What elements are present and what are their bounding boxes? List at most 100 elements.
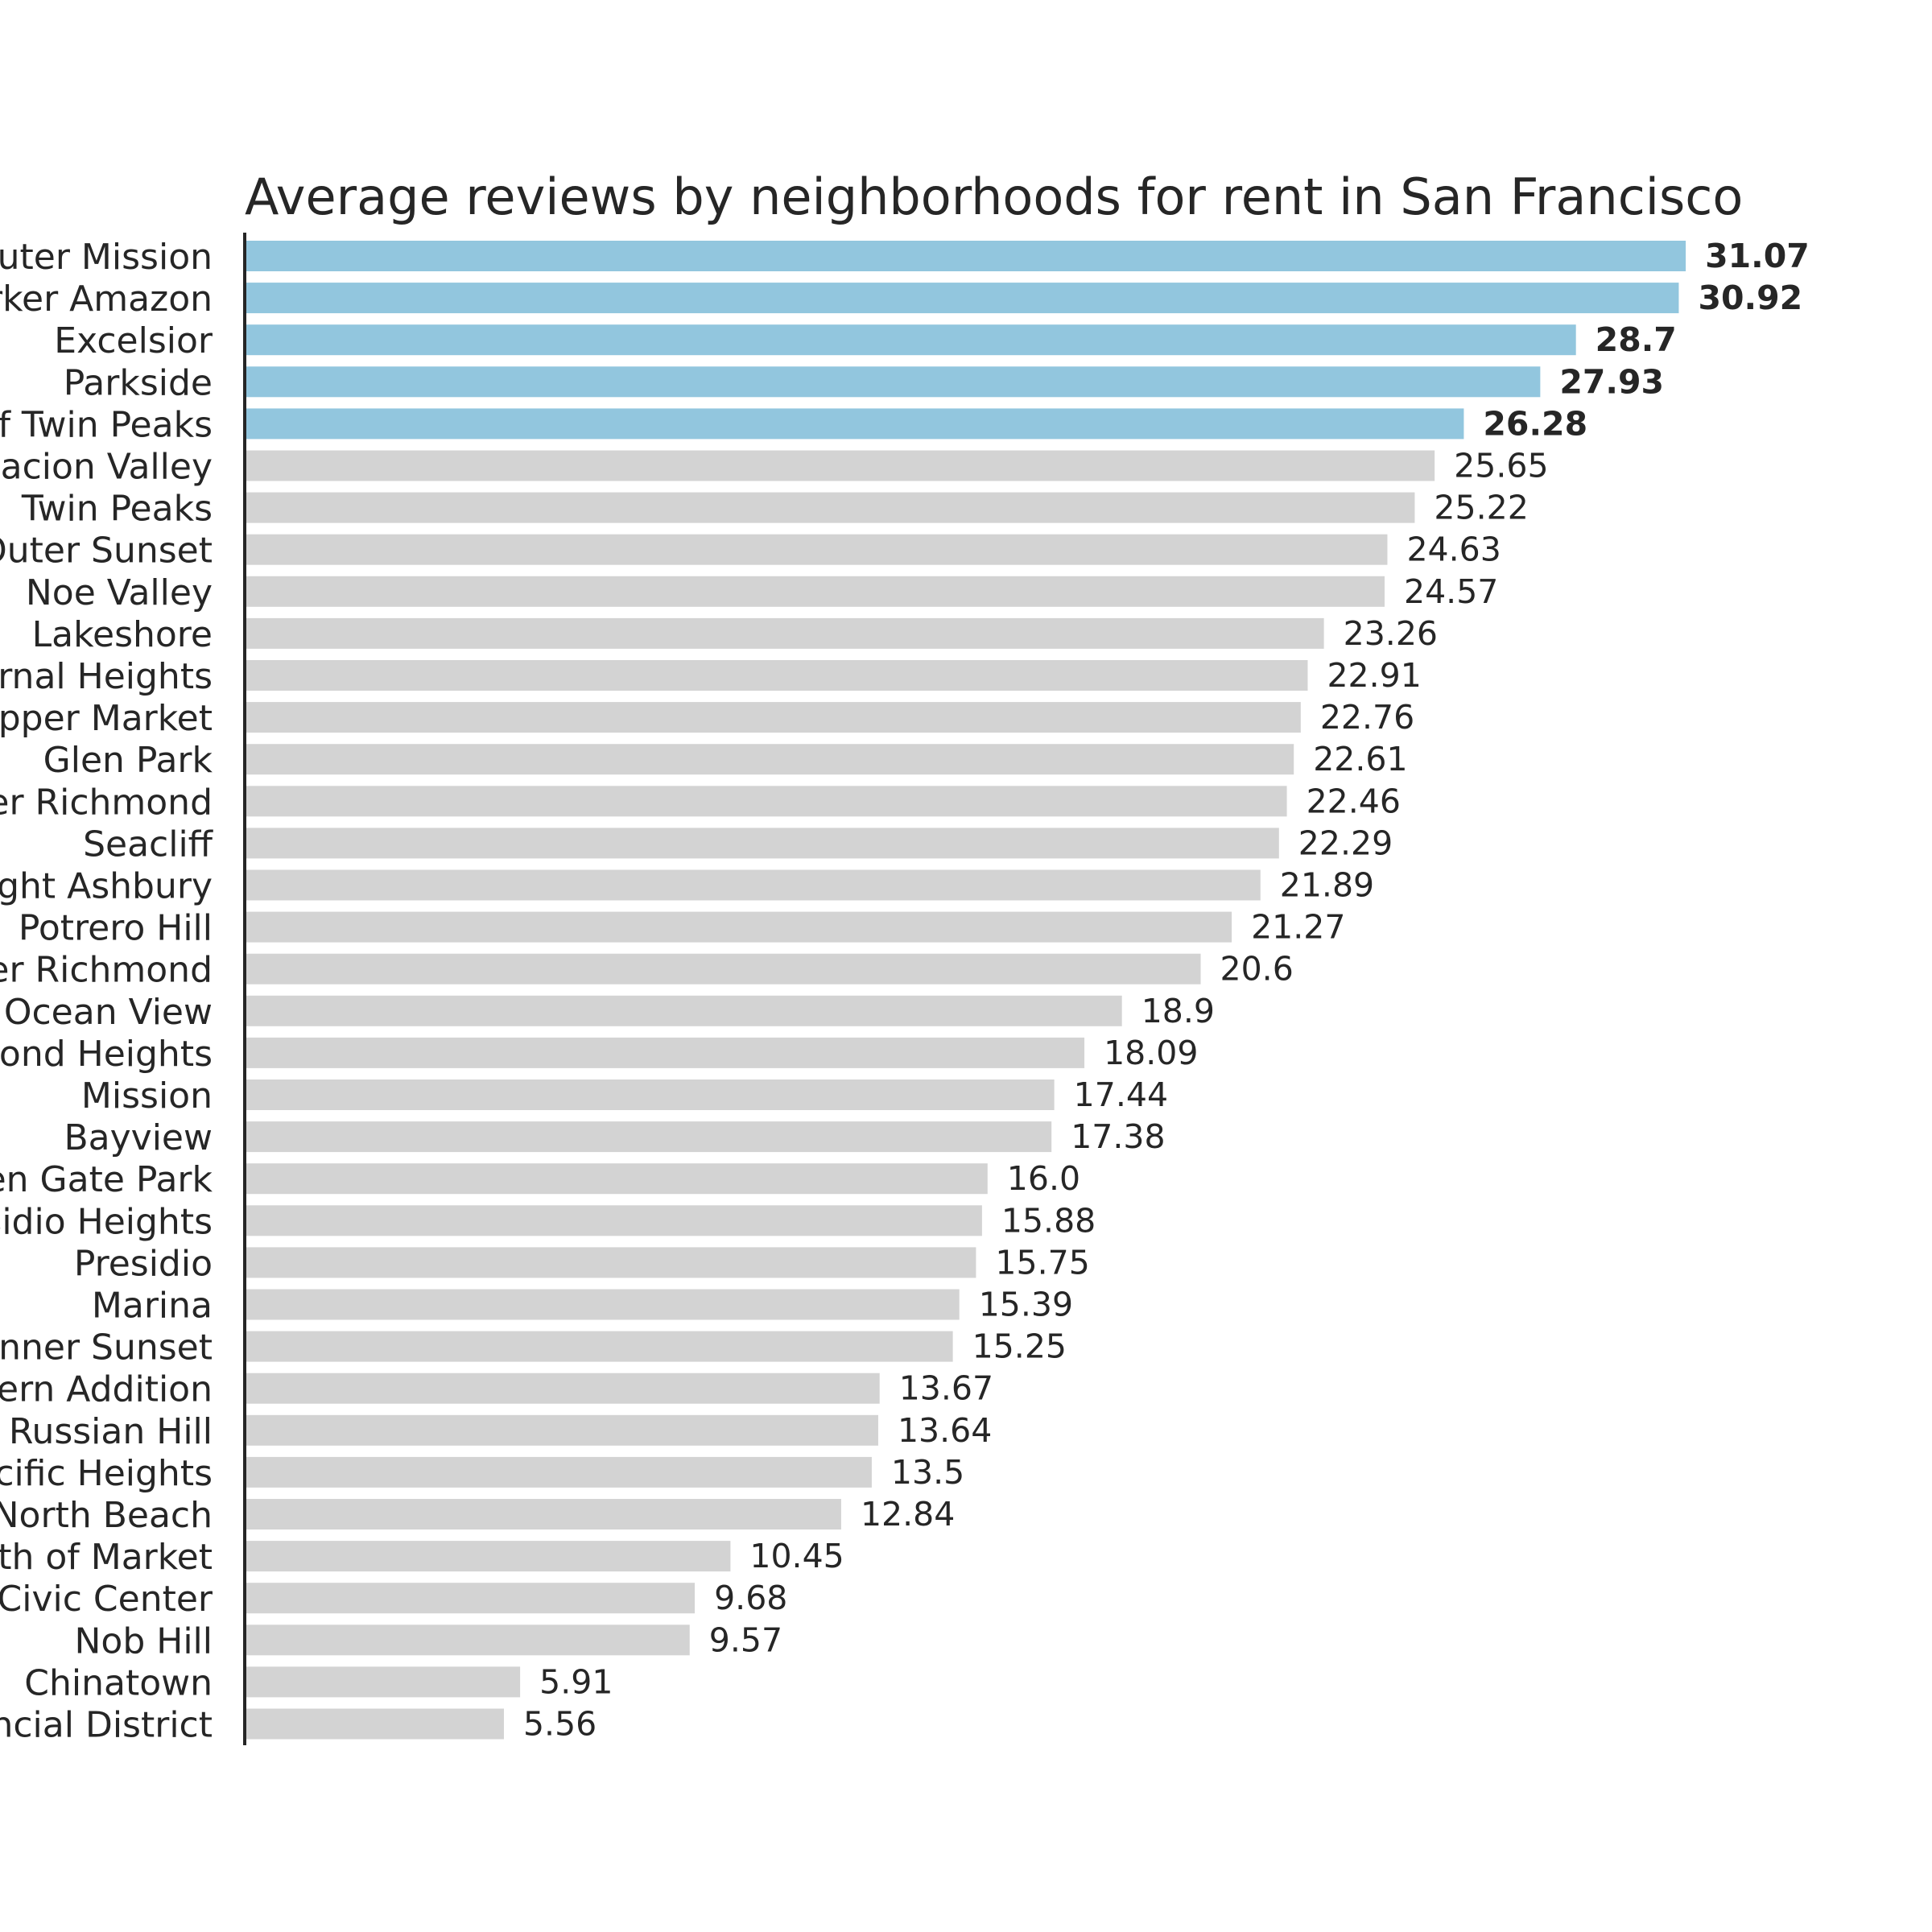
- category-label: Excelsior: [54, 320, 213, 361]
- bar: [246, 1163, 988, 1195]
- value-label: 5.56: [523, 1705, 597, 1744]
- value-label: 25.22: [1434, 489, 1528, 527]
- value-label: 22.91: [1327, 656, 1421, 695]
- category-label: Pacific Heights: [0, 1453, 213, 1494]
- value-label: 18.9: [1141, 992, 1215, 1030]
- category-label: Western Addition: [0, 1369, 213, 1410]
- bar: [246, 492, 1415, 523]
- bar: [246, 1205, 982, 1236]
- value-label: 13.5: [891, 1453, 964, 1492]
- value-label: 16.0: [1007, 1159, 1080, 1198]
- bar: [246, 660, 1308, 691]
- category-label: Chinatown: [24, 1662, 213, 1703]
- bar: [246, 1373, 880, 1404]
- bar: [246, 1331, 953, 1362]
- category-label: Mission: [81, 1075, 213, 1117]
- category-label: Civic Center: [0, 1579, 213, 1620]
- category-label: Financial District: [0, 1705, 213, 1746]
- bar: [246, 1666, 521, 1698]
- bar: [246, 1247, 976, 1278]
- value-label: 24.63: [1406, 530, 1501, 569]
- category-label: Ocean View: [4, 992, 213, 1033]
- bar: [246, 1624, 690, 1656]
- value-label: 15.88: [1001, 1201, 1096, 1240]
- bar: [246, 786, 1287, 817]
- value-label: 15.39: [979, 1286, 1073, 1324]
- category-label: Presidio Heights: [0, 1201, 213, 1242]
- bar: [246, 366, 1541, 398]
- value-label: 25.65: [1454, 447, 1548, 485]
- bar: [246, 1414, 878, 1446]
- chart-title: Average reviews by neighborhoods for ren…: [245, 167, 1743, 226]
- value-label: 27.93: [1559, 362, 1664, 401]
- value-label: 13.64: [898, 1411, 992, 1450]
- category-label: Outer Sunset: [0, 530, 213, 572]
- value-label: 22.46: [1307, 782, 1401, 820]
- value-label: 21.89: [1280, 866, 1374, 905]
- category-label: Diamond Heights: [0, 1034, 213, 1075]
- value-labels-group: 31.0730.9228.727.9326.2825.6525.2224.632…: [523, 237, 1810, 1744]
- bar: [246, 450, 1435, 481]
- category-label: Presidio: [74, 1243, 213, 1284]
- bar: [246, 1541, 731, 1572]
- value-label: 17.44: [1074, 1075, 1168, 1114]
- category-label: Outer Richmond: [0, 782, 213, 823]
- value-label: 30.92: [1698, 279, 1802, 317]
- bar: [246, 995, 1122, 1026]
- category-label: South of Market: [0, 1537, 213, 1578]
- category-label: Noe Valley: [26, 572, 213, 613]
- category-label: Upper Market: [0, 698, 213, 739]
- value-label: 23.26: [1344, 614, 1438, 653]
- value-label: 15.75: [995, 1243, 1089, 1282]
- bar: [246, 241, 1686, 271]
- bar: [246, 911, 1232, 943]
- bar: [246, 1583, 696, 1614]
- value-label: 22.76: [1320, 698, 1414, 737]
- value-label: 31.07: [1705, 237, 1810, 275]
- value-label: 10.45: [749, 1537, 844, 1575]
- category-label: Seacliff: [83, 824, 214, 865]
- category-label: Parkside: [64, 362, 213, 403]
- bar: [246, 1456, 872, 1488]
- value-label: 15.25: [972, 1327, 1067, 1366]
- bar: [246, 1499, 841, 1530]
- bar: [246, 702, 1301, 733]
- bar: [246, 1037, 1085, 1068]
- category-label: Marina: [92, 1286, 213, 1327]
- bar: [246, 1080, 1055, 1110]
- bar: [246, 617, 1324, 649]
- category-label: Glen Park: [43, 740, 213, 781]
- category-label: Bernal Heights: [0, 656, 213, 697]
- value-label: 20.6: [1220, 950, 1294, 989]
- value-label: 9.68: [714, 1579, 787, 1617]
- category-label: Visitacion Valley: [0, 447, 213, 488]
- bar: [246, 324, 1576, 356]
- category-label: Potrero Hill: [19, 908, 213, 949]
- category-labels-group: Outer MissionParker AmazonExcelsiorParks…: [0, 237, 214, 1746]
- value-label: 18.09: [1104, 1034, 1198, 1072]
- bar: [246, 1708, 504, 1740]
- value-label: 12.84: [861, 1495, 955, 1534]
- bar: [246, 744, 1294, 775]
- bar: [246, 408, 1464, 440]
- value-label: 17.38: [1071, 1117, 1165, 1156]
- category-label: Inner Richmond: [0, 950, 213, 991]
- category-label: Inner Sunset: [0, 1327, 213, 1368]
- bar: [246, 534, 1388, 565]
- category-label: Nob Hill: [74, 1620, 213, 1662]
- value-label: 22.61: [1313, 740, 1407, 778]
- category-label: Outer Mission: [0, 237, 213, 278]
- value-label: 5.91: [539, 1662, 613, 1701]
- category-label: Lakeshore: [32, 614, 213, 655]
- category-label: Parker Amazon: [0, 279, 213, 320]
- bar: [246, 283, 1679, 314]
- value-label: 9.57: [709, 1620, 782, 1659]
- value-label: 26.28: [1483, 404, 1587, 443]
- category-label: North Beach: [0, 1495, 213, 1536]
- category-label: Twin Peaks: [21, 489, 213, 530]
- bar: [246, 1289, 960, 1320]
- value-label: 22.29: [1298, 824, 1393, 862]
- category-label: Russian Hill: [9, 1411, 213, 1452]
- category-label: Haight Ashbury: [0, 866, 213, 907]
